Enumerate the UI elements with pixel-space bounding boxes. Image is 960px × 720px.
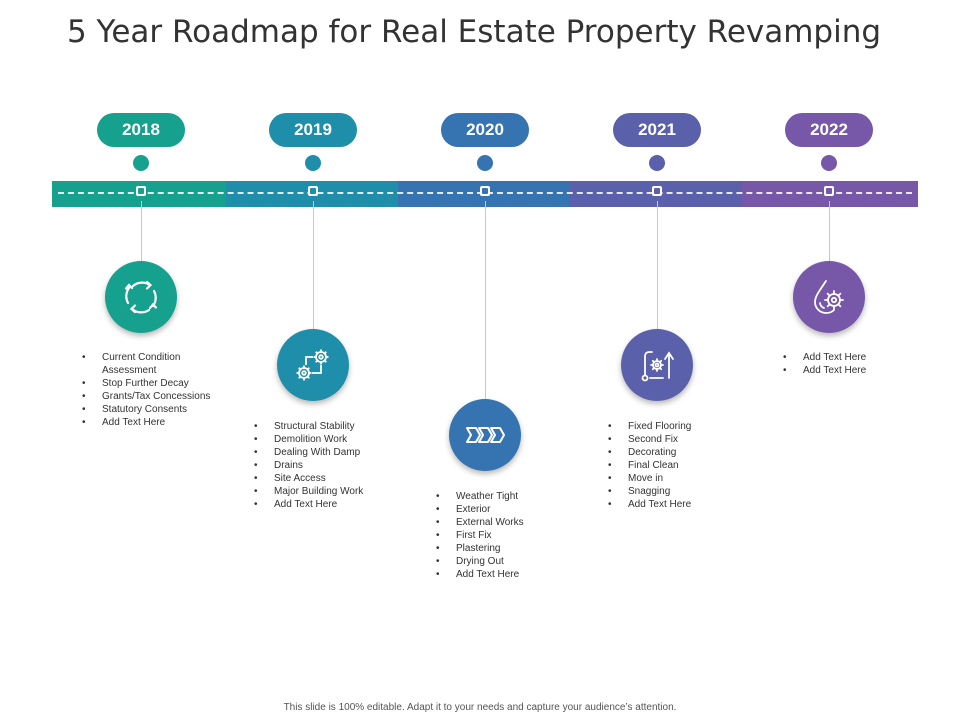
milestone-circle-2019 xyxy=(277,329,349,401)
milestone-list-2018: Current Condition Assessment Stop Furthe… xyxy=(82,351,212,429)
list-item: Drying Out xyxy=(436,555,576,568)
list-item: Add Text Here xyxy=(608,498,748,511)
connector-line xyxy=(141,201,142,261)
list-item: Stop Further Decay xyxy=(82,377,212,390)
list-item: Exterior xyxy=(436,503,576,516)
list-item: Dealing With Damp xyxy=(254,446,394,459)
list-item: Current Condition Assessment xyxy=(82,351,212,377)
year-pill-2018: 2018 xyxy=(97,113,185,147)
list-item: Statutory Consents xyxy=(82,403,212,416)
milestone-list-2021: Fixed Flooring Second Fix Decorating Fin… xyxy=(608,420,748,511)
year-dot xyxy=(477,155,493,171)
timeline-node-core xyxy=(310,188,316,194)
list-item: Snagging xyxy=(608,485,748,498)
milestone-list-2020: Weather Tight Exterior External Works Fi… xyxy=(436,490,576,581)
timeline-node xyxy=(480,186,490,196)
timeline-node: .n1::after{} xyxy=(136,186,146,196)
timeline-node-core xyxy=(482,188,488,194)
chevrons-icon xyxy=(466,427,505,443)
milestone-circle-2022 xyxy=(793,261,865,333)
list-item: Decorating xyxy=(608,446,748,459)
timeline-node xyxy=(824,186,834,196)
drop-gear-icon xyxy=(814,280,844,314)
connector-line xyxy=(313,201,314,329)
year-dot xyxy=(133,155,149,171)
list-item: Demolition Work xyxy=(254,433,394,446)
year-pill-2020: 2020 xyxy=(441,113,529,147)
page-title: 5 Year Roadmap for Real Estate Property … xyxy=(66,14,882,50)
timeline-node-core xyxy=(826,188,832,194)
timeline-node xyxy=(652,186,662,196)
year-dot xyxy=(305,155,321,171)
year-pill-2022: 2022 xyxy=(785,113,873,147)
list-item: Major Building Work xyxy=(254,485,394,498)
timeline-node-core xyxy=(654,188,660,194)
list-item: Weather Tight xyxy=(436,490,576,503)
timeline-node xyxy=(308,186,318,196)
list-item: Site Access xyxy=(254,472,394,485)
milestone-list-2022: Add Text Here Add Text Here xyxy=(783,351,913,377)
timeline-node-core xyxy=(138,188,144,194)
connector-line xyxy=(829,201,830,261)
list-item: Move in xyxy=(608,472,748,485)
milestone-circle-2018 xyxy=(105,261,177,333)
list-item: Drains xyxy=(254,459,394,472)
milestone-circle-2020 xyxy=(449,399,521,471)
list-item: Plastering xyxy=(436,542,576,555)
list-item: Add Text Here xyxy=(82,416,212,429)
year-dot xyxy=(649,155,665,171)
list-item: Add Text Here xyxy=(254,498,394,511)
footer-note: This slide is 100% editable. Adapt it to… xyxy=(283,702,677,713)
list-item: Add Text Here xyxy=(783,364,913,377)
milestone-circle-2021 xyxy=(621,329,693,401)
year-pill-2019: 2019 xyxy=(269,113,357,147)
list-item: Final Clean xyxy=(608,459,748,472)
cycle-arrows-icon xyxy=(124,280,158,314)
list-item: First Fix xyxy=(436,529,576,542)
list-item: Add Text Here xyxy=(436,568,576,581)
list-item: Add Text Here xyxy=(783,351,913,364)
connector-line xyxy=(485,201,486,399)
list-item: Structural Stability xyxy=(254,420,394,433)
list-item: Second Fix xyxy=(608,433,748,446)
year-pill-2021: 2021 xyxy=(613,113,701,147)
gear-process-icon xyxy=(641,351,674,382)
connector-line xyxy=(657,201,658,329)
list-item: Grants/Tax Concessions xyxy=(82,390,212,403)
gears-flow-icon xyxy=(296,349,329,381)
list-item: External Works xyxy=(436,516,576,529)
year-dot xyxy=(821,155,837,171)
milestone-list-2019: Structural Stability Demolition Work Dea… xyxy=(254,420,394,511)
list-item: Fixed Flooring xyxy=(608,420,748,433)
